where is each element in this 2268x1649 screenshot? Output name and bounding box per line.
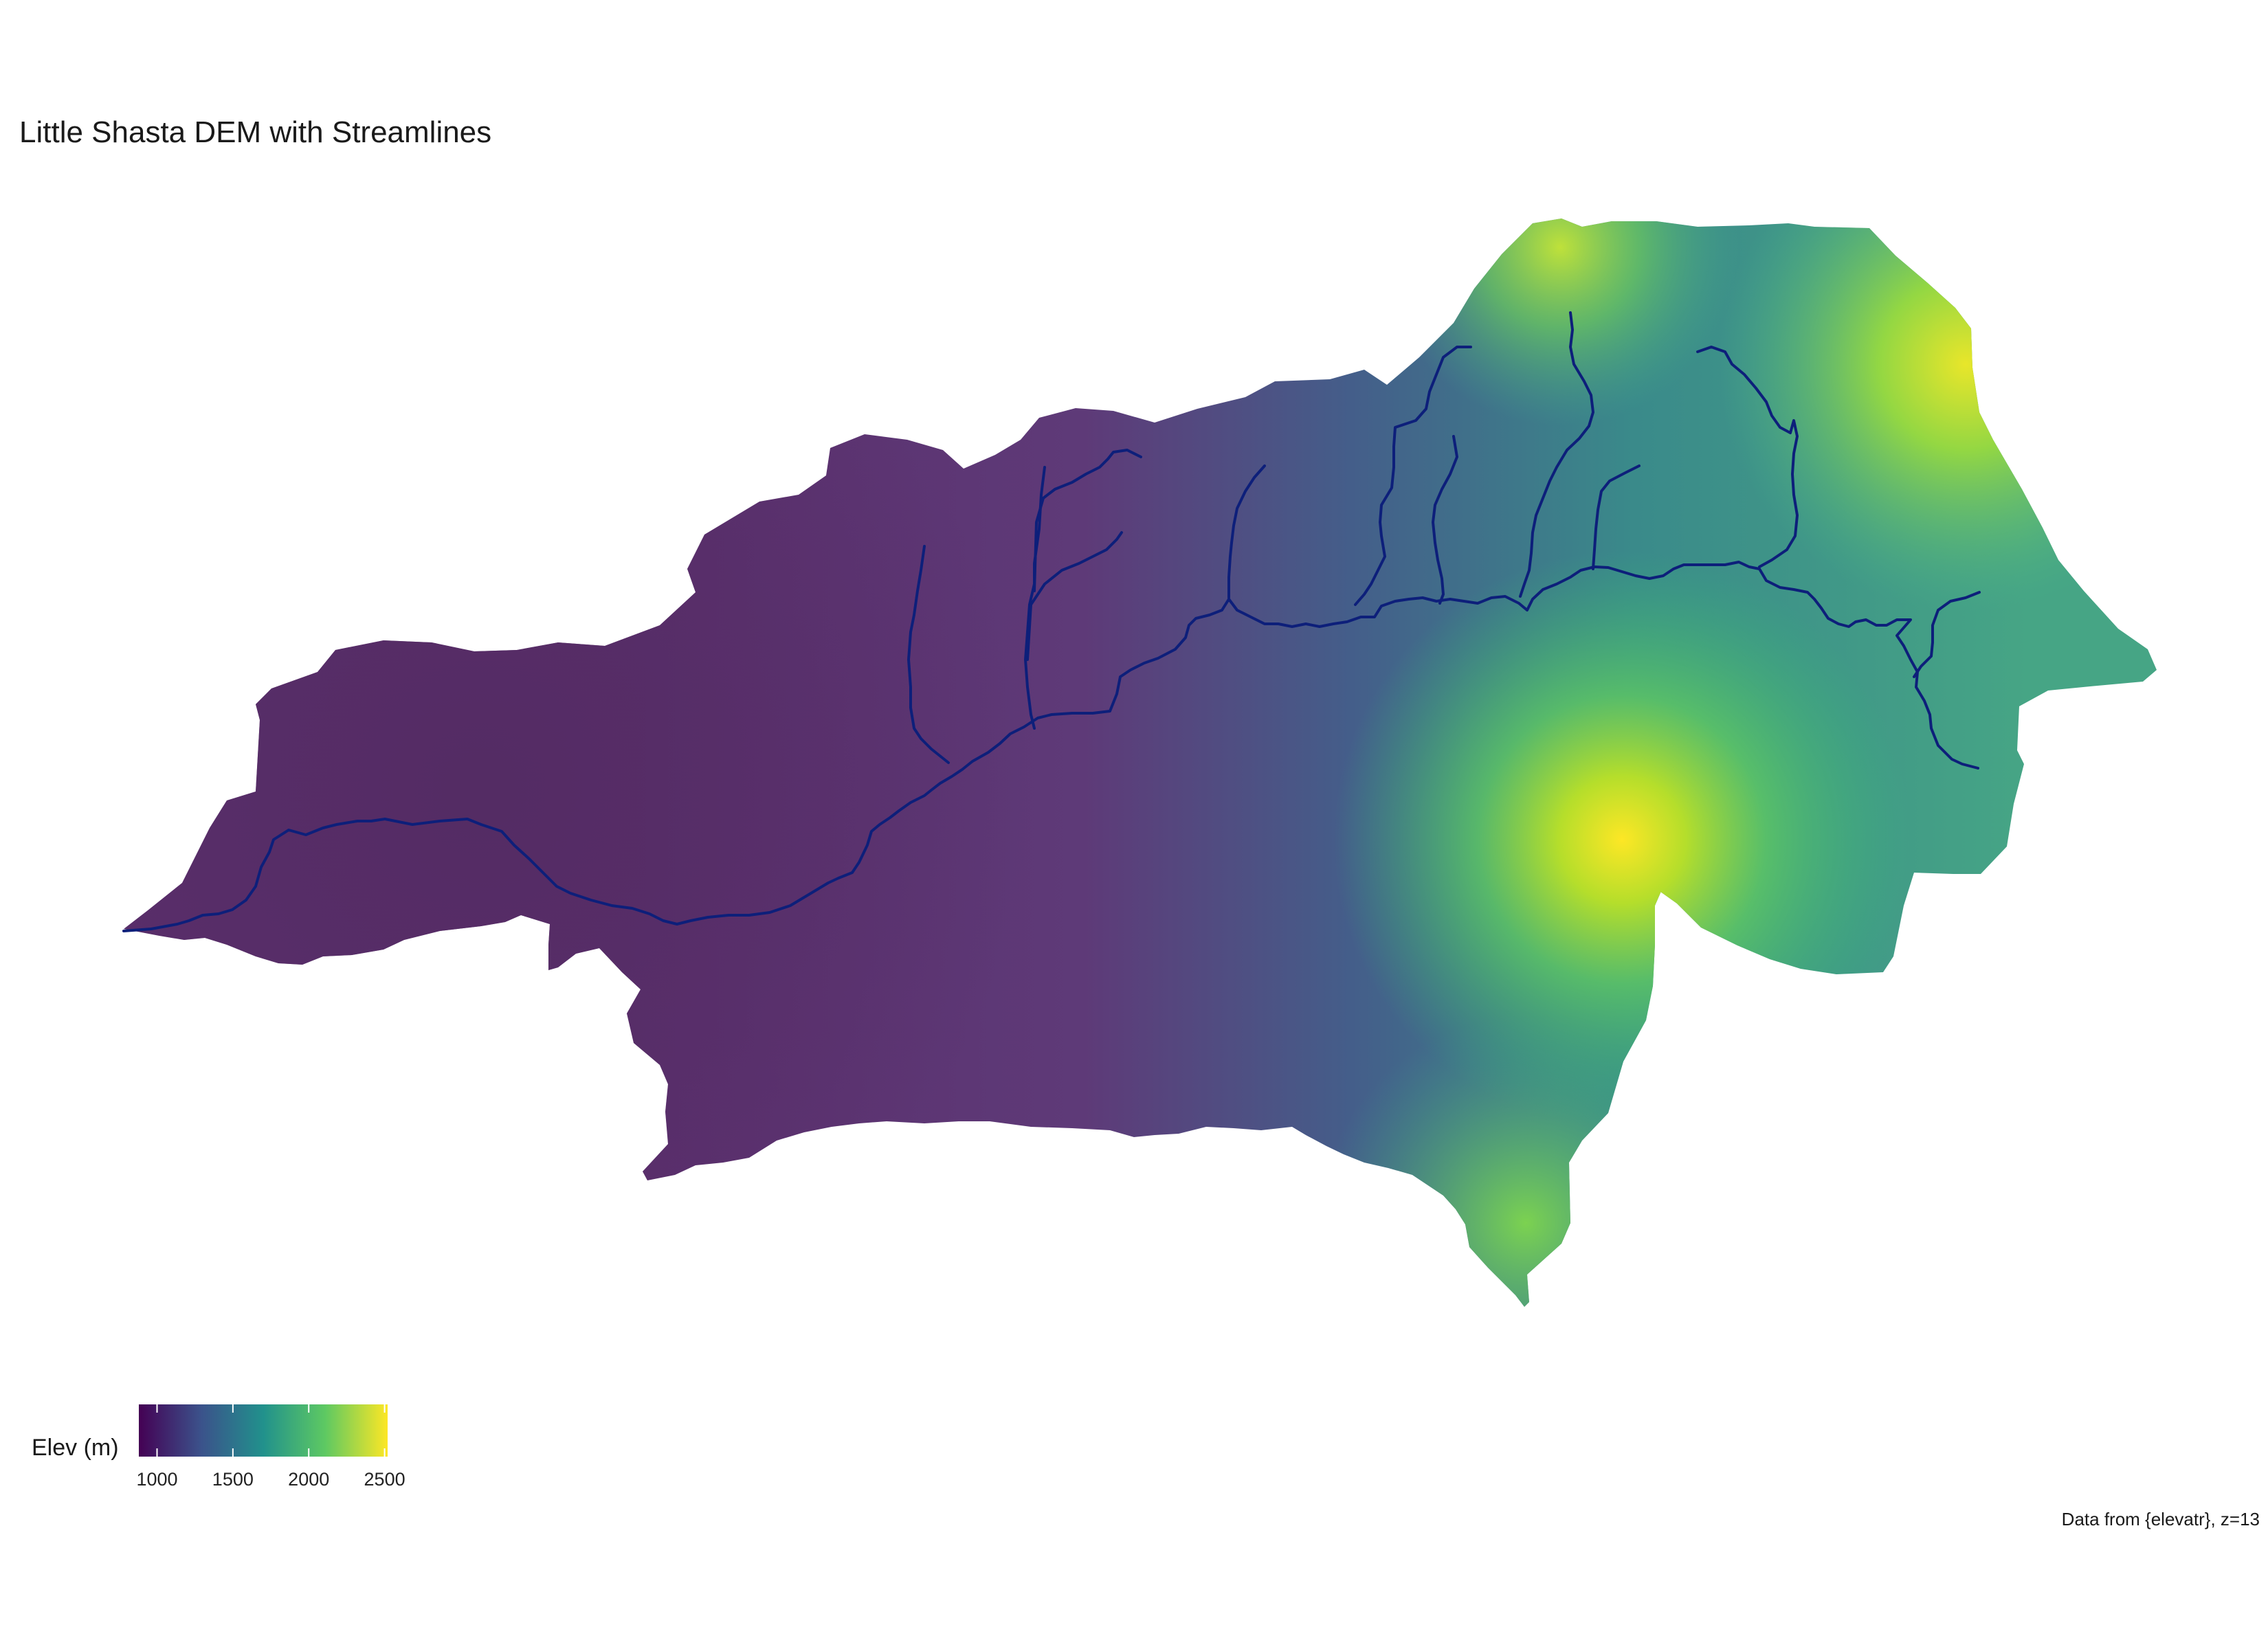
tributary-10 bbox=[1696, 346, 1799, 568]
data-source-caption: Data from {elevatr}, z=13 bbox=[2061, 1509, 2260, 1529]
tributary-4 bbox=[1033, 449, 1142, 592]
main-stem-stream bbox=[122, 561, 1979, 932]
streamlines bbox=[122, 311, 1981, 932]
colorbar-gradient bbox=[139, 1404, 388, 1457]
tributary-5 bbox=[1227, 464, 1266, 599]
colorbar bbox=[139, 1404, 388, 1457]
colorbar-tick-2500: 2500 bbox=[364, 1469, 405, 1490]
colorbar-tick-1000: 1000 bbox=[136, 1469, 178, 1490]
legend-title: Elev (m) bbox=[32, 1435, 119, 1461]
map-title: Little Shasta DEM with Streamlines bbox=[19, 115, 492, 149]
tributary-7 bbox=[1432, 435, 1458, 605]
tributary-3 bbox=[1026, 531, 1123, 661]
tributary-9 bbox=[1592, 464, 1641, 570]
tributary-1 bbox=[907, 545, 950, 764]
tributary-6 bbox=[1354, 346, 1472, 606]
colorbar-tick-2000: 2000 bbox=[288, 1469, 330, 1490]
tributary-11 bbox=[1913, 591, 1981, 678]
tributary-8 bbox=[1519, 311, 1594, 598]
colorbar-tick-1500: 1500 bbox=[212, 1469, 254, 1490]
